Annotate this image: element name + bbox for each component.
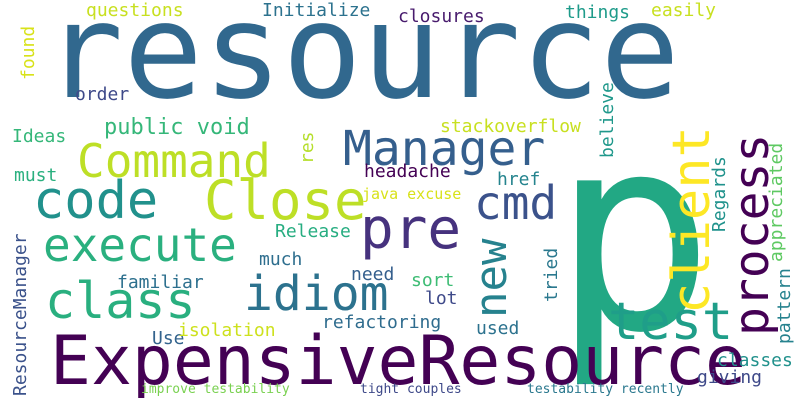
word-resourcemanager: ResourceManager: [10, 233, 31, 396]
word-classes: classes: [717, 350, 793, 371]
word-regards: Regards: [709, 156, 730, 232]
word-questions: questions: [86, 0, 184, 21]
word-close: Close: [204, 169, 367, 232]
word-refactoring: refactoring: [322, 312, 442, 333]
word-stackoverflow: stackoverflow: [440, 116, 581, 137]
word-pre: pre: [360, 197, 462, 262]
word-used: used: [476, 318, 520, 339]
word-order: order: [75, 84, 130, 105]
word-new: new: [466, 238, 517, 318]
word-much: much: [259, 249, 303, 270]
word-tight-couples: tight couples: [360, 382, 462, 397]
word-headache: headache: [364, 161, 451, 182]
word-appreciated: appreciated: [766, 142, 787, 262]
word-execute: execute: [43, 218, 237, 272]
word-command: Command: [77, 134, 271, 188]
word-things: things: [565, 2, 631, 23]
word-test: test: [608, 292, 734, 352]
word-lot: lot: [425, 288, 458, 309]
word-sort: sort: [411, 270, 455, 291]
word-giving: giving: [697, 367, 763, 388]
word-manager: Manager: [343, 121, 546, 177]
word-found: found: [18, 25, 39, 80]
word-idiom: idiom: [244, 266, 389, 322]
word-expensiveresource: ExpensiveResource: [50, 322, 746, 400]
word-must: must: [14, 165, 58, 186]
word-use: Use: [152, 328, 185, 349]
word-need: need: [351, 264, 395, 285]
word-cmd: cmd: [474, 176, 558, 230]
word-familiar: familiar: [117, 272, 204, 293]
word-p: p: [552, 77, 715, 392]
word-testability-recently: testability recently: [527, 382, 684, 397]
word-isolation: isolation: [178, 320, 276, 341]
word-improve-testability: improve testability: [141, 382, 290, 397]
word-public-void: public void: [104, 115, 250, 140]
word-ideas: Ideas: [12, 126, 67, 147]
word-initialize: Initialize: [262, 0, 371, 21]
word-href: href: [497, 169, 541, 190]
word-release: Release: [275, 221, 351, 242]
word-believe: believe: [597, 82, 618, 158]
word-tried: tried: [541, 247, 562, 302]
word-res: res: [297, 131, 318, 164]
word-pattern: pattern: [774, 268, 795, 344]
word-java-excuse: java excuse: [362, 185, 462, 203]
word-easily: easily: [651, 0, 717, 21]
word-code: code: [33, 171, 159, 231]
word-closures: closures: [398, 6, 485, 27]
word-resource: resource: [44, 0, 680, 129]
word-class: class: [45, 272, 196, 330]
